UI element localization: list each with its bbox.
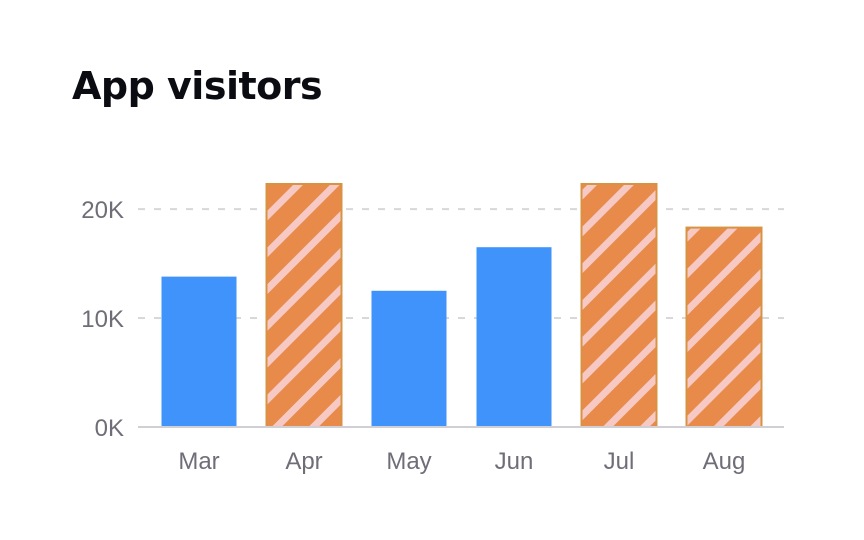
chart-title: App visitors	[72, 64, 323, 108]
x-tick-label: Aug	[703, 448, 746, 475]
x-tick-label: Mar	[178, 448, 219, 475]
x-tick-label: Jun	[495, 448, 534, 475]
bars	[161, 183, 763, 428]
bar-aug[interactable]	[685, 226, 763, 428]
y-tick-label: 10K	[81, 306, 124, 333]
bar-mar[interactable]	[161, 276, 237, 427]
bar-may[interactable]	[371, 290, 447, 427]
bar-apr[interactable]	[265, 183, 343, 428]
x-axis-ticks: Mar Apr May Jun Jul Aug	[178, 448, 745, 475]
y-tick-label: 20K	[81, 197, 124, 224]
x-tick-label: Apr	[285, 448, 322, 475]
bar-jul[interactable]	[580, 183, 658, 428]
y-tick-label: 0K	[95, 415, 124, 442]
bar-jun[interactable]	[476, 247, 552, 427]
x-tick-label: Jul	[604, 448, 635, 475]
y-axis-ticks: 0K 10K 20K	[81, 197, 124, 442]
x-tick-label: May	[386, 448, 431, 475]
gridlines	[138, 208, 784, 320]
